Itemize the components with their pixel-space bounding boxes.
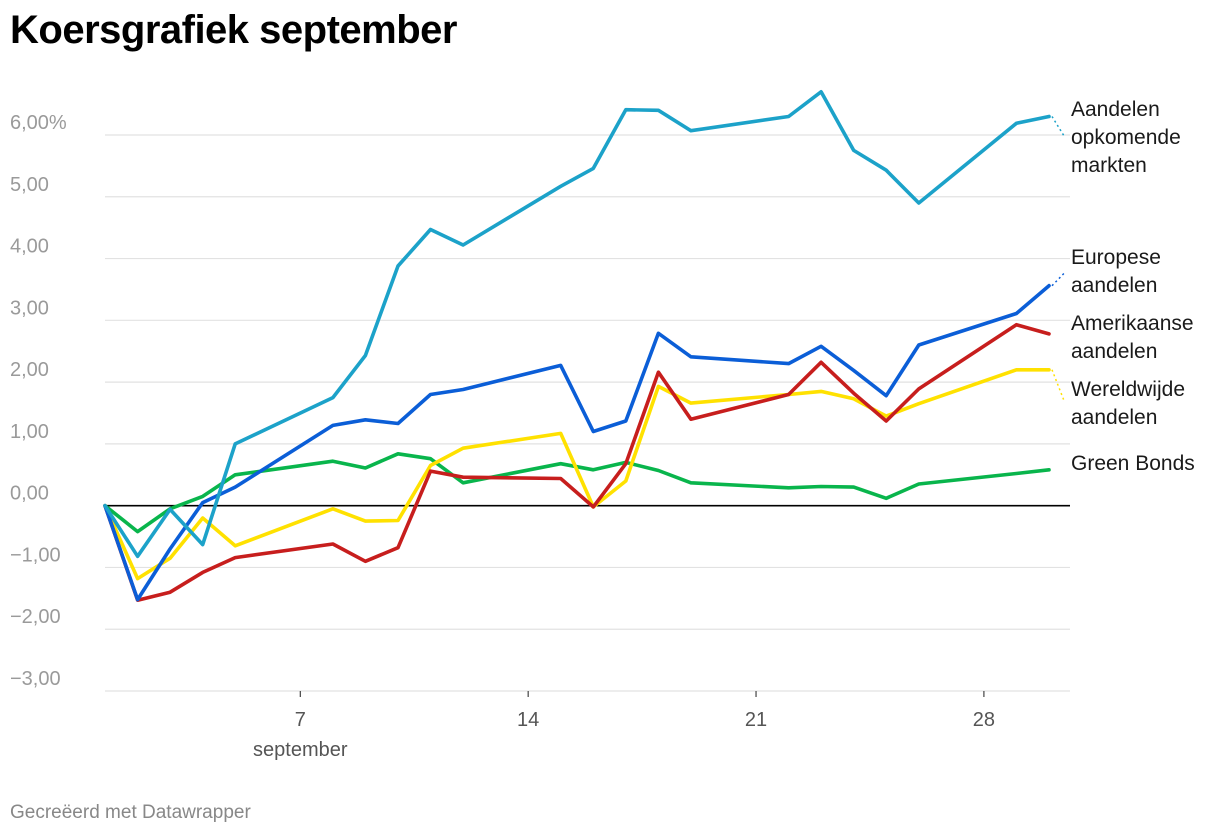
series-label: Wereldwijde [1071, 378, 1185, 401]
y-tick-label: 0,00 [10, 483, 49, 505]
series-label: opkomende [1071, 126, 1181, 149]
series-line-amerikaanse-aandelen [103, 322, 1051, 603]
series-line-aandelen-opkomende-markten [103, 90, 1051, 559]
gridlines [105, 134, 1070, 692]
y-tick-label: 2,00 [10, 359, 49, 381]
line-chart: 6,00% 5,00 4,00 3,00 2,00 1,00 0,00 −1,00 −2,00 −… [10, 90, 1195, 761]
x-tick-label: 7 [295, 709, 306, 731]
y-tick-label: 6,00% [10, 112, 67, 134]
y-tick-label: 1,00 [10, 421, 49, 443]
series-line-europese-aandelen [103, 283, 1051, 602]
label-connector [1051, 116, 1065, 137]
series-lines [103, 90, 1051, 603]
series-label: aandelen [1071, 274, 1157, 297]
x-axis-ticks: 7 14 21 28 september [253, 691, 995, 761]
series-label: Aandelen [1071, 98, 1160, 121]
series-label: aandelen [1071, 406, 1157, 429]
series-label: markten [1071, 154, 1147, 177]
label-connector [1051, 369, 1065, 401]
x-axis-label: september [253, 739, 348, 761]
series-label: aandelen [1071, 340, 1157, 363]
y-tick-label: −1,00 [10, 544, 61, 566]
y-tick-label: 5,00 [10, 174, 49, 196]
label-connector [1051, 272, 1065, 287]
series-label: Green Bonds [1071, 452, 1195, 475]
x-tick-label: 21 [745, 709, 767, 731]
series-label: Amerikaanse [1071, 312, 1194, 335]
y-axis-ticks: 6,00% 5,00 4,00 3,00 2,00 1,00 0,00 −1,00 −2,00 −… [10, 112, 67, 690]
credit-text: Gecreëerd met Datawrapper [10, 802, 251, 823]
y-tick-label: 3,00 [10, 297, 49, 319]
x-tick-label: 14 [517, 709, 539, 731]
series-labels: Green Bonds Wereldwijde aandelen Amerikaans… [1051, 98, 1195, 475]
y-tick-label: 4,00 [10, 236, 49, 258]
series-label: Europese [1071, 246, 1161, 269]
y-tick-label: −2,00 [10, 606, 61, 628]
y-tick-label: −3,00 [10, 668, 61, 690]
chart-title: Koersgrafiek september [10, 8, 457, 52]
x-tick-label: 28 [973, 709, 995, 731]
